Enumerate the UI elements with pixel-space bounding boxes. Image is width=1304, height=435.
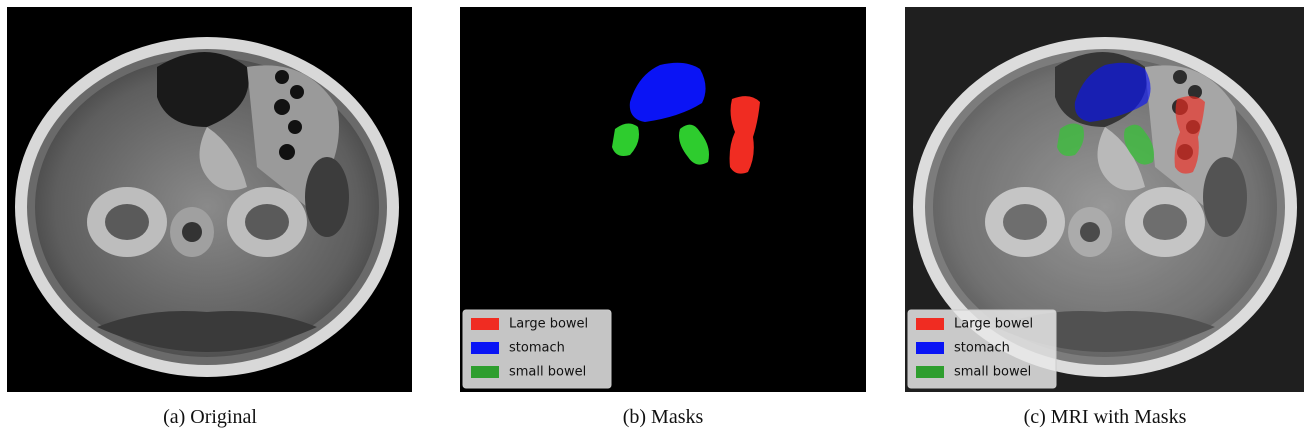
legend-label: Large bowel (954, 317, 1033, 332)
figure: Large bowelstomachsmall bowelLarge bowel… (0, 0, 1304, 435)
legend-swatch (471, 342, 499, 354)
legend-label: stomach (509, 341, 565, 356)
original-image (7, 7, 412, 392)
legend-label: small bowel (954, 365, 1031, 380)
legend-swatch (471, 366, 499, 378)
caption: (a) Original (0, 406, 420, 429)
caption: (b) Masks (453, 406, 873, 429)
legend: Large bowel stomach small bowel (463, 310, 611, 388)
caption: (c) MRI with Masks (895, 406, 1304, 429)
legend-label: Large bowel (509, 317, 588, 332)
legend-swatch (916, 318, 944, 330)
legend-label: small bowel (509, 365, 586, 380)
legend: Large bowel stomach small bowel (908, 310, 1056, 388)
legend-swatch (471, 318, 499, 330)
legend-swatch (916, 342, 944, 354)
legend-label: stomach (954, 341, 1010, 356)
legend-swatch (916, 366, 944, 378)
